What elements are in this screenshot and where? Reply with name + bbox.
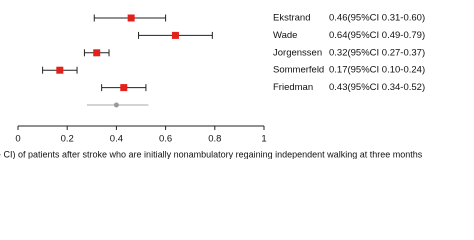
- estimate-label: 0.17(95%CI 0.10-0.24): [329, 65, 425, 76]
- estimate-label: 0.32(95%CI 0.27-0.37): [329, 47, 425, 58]
- study-name: Jorgenssen: [273, 47, 322, 58]
- chart: - CI) of patients after stroke who are i…: [0, 13, 425, 159]
- x-tick-label: 0.8: [208, 134, 221, 145]
- x-tick-label: 1: [261, 134, 266, 145]
- point-estimate: [127, 14, 135, 22]
- study-name: Sommerfeld: [273, 65, 324, 76]
- x-tick-label: 0.6: [159, 134, 172, 145]
- point-estimate: [120, 84, 128, 92]
- study-name: Wade: [273, 30, 297, 41]
- study-name: Friedman: [273, 82, 313, 93]
- point-estimate: [56, 66, 64, 74]
- caption: - CI) of patients after stroke who are i…: [0, 149, 423, 159]
- estimate-label: 0.43(95%CI 0.34-0.52): [329, 82, 425, 93]
- study-name: Ekstrand: [273, 13, 311, 24]
- pooled-estimate: [113, 102, 119, 108]
- estimate-label: 0.64(95%CI 0.49-0.79): [329, 30, 425, 41]
- estimate-label: 0.46(95%CI 0.31-0.60): [329, 13, 425, 24]
- x-tick-label: 0: [15, 134, 20, 145]
- x-tick-label: 0.2: [61, 134, 74, 145]
- point-estimate: [93, 49, 101, 57]
- point-estimate: [171, 31, 179, 39]
- x-tick-label: 0.4: [110, 134, 123, 145]
